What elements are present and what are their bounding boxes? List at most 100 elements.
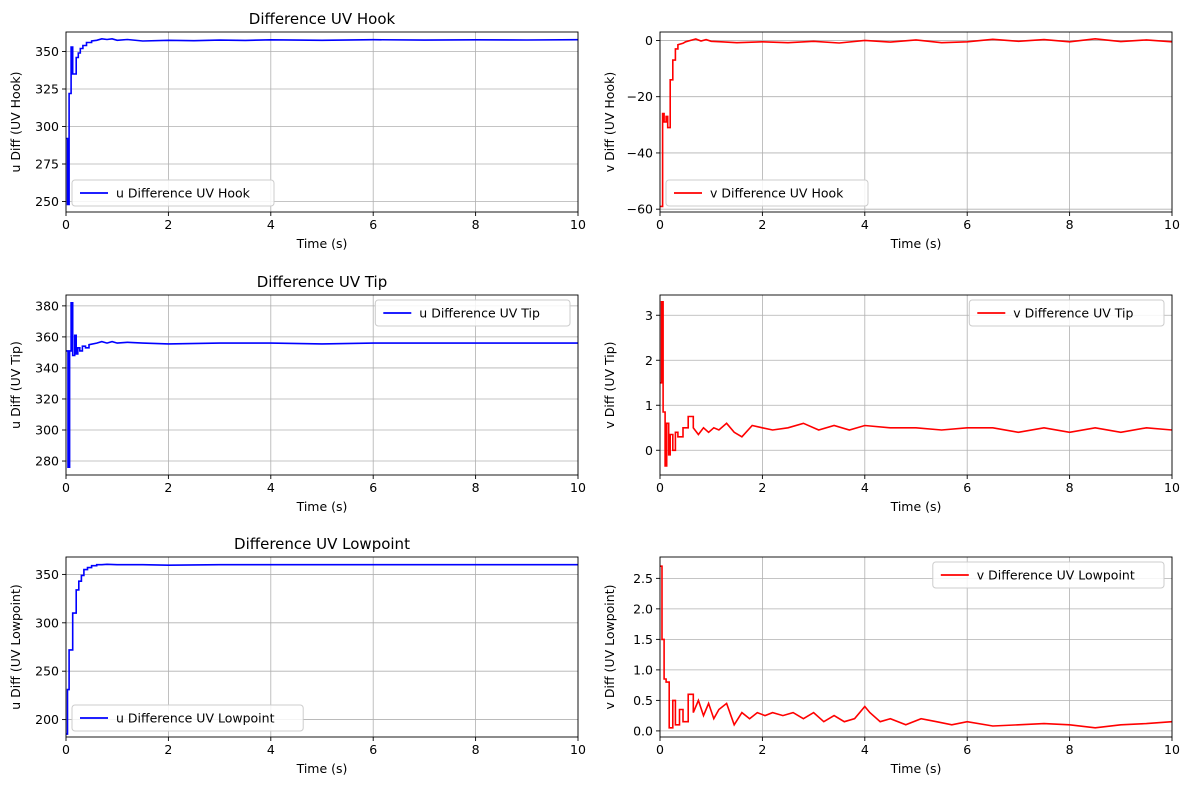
legend: u Difference UV Hook <box>71 179 275 207</box>
y-tick-label: 275 <box>35 157 59 172</box>
x-tick-label: 0 <box>656 742 664 757</box>
legend-label: u Difference UV Hook <box>116 186 251 201</box>
x-axis-label: Time (s) <box>296 499 348 514</box>
x-tick-label: 2 <box>164 742 172 757</box>
y-axis-label: u Diff (UV Tip) <box>8 341 23 429</box>
y-tick-label: 0 <box>645 33 653 48</box>
x-tick-label: 0 <box>62 217 70 232</box>
y-tick-label: 0.0 <box>633 723 653 738</box>
y-tick-label: −60 <box>627 202 653 217</box>
legend: v Difference UV Tip <box>968 299 1165 327</box>
chart-title: Difference UV Lowpoint <box>234 535 410 553</box>
y-tick-label: −20 <box>627 89 653 104</box>
y-tick-label: 2.0 <box>633 601 653 616</box>
y-tick-label: 325 <box>35 82 59 97</box>
y-tick-label: 280 <box>35 454 59 469</box>
y-axis-label: v Diff (UV Hook) <box>602 72 617 172</box>
subplot-2: 0 2 4 6 8 10 −60 −40 −20 0 Time (s) v Diff (UV Hook… <box>602 31 1180 251</box>
x-tick-label: 10 <box>1164 742 1180 757</box>
y-tick-label: −40 <box>627 145 653 160</box>
x-tick-label: 10 <box>1164 217 1180 232</box>
x-tick-label: 8 <box>472 480 480 495</box>
y-tick-label: 2 <box>645 353 653 368</box>
x-axis-label: Time (s) <box>890 499 942 514</box>
x-tick-label: 2 <box>758 480 766 495</box>
x-axis-label: Time (s) <box>890 236 942 251</box>
x-tick-label: 8 <box>472 217 480 232</box>
x-tick-label: 0 <box>62 480 70 495</box>
x-tick-label: 4 <box>267 480 275 495</box>
x-axis-label: Time (s) <box>296 236 348 251</box>
subplot-5: 0 2 4 6 8 10 200 250 300 350 Time (s) u Diff (UV Lo… <box>8 535 586 776</box>
y-tick-label: 300 <box>35 423 59 438</box>
y-tick-label: 340 <box>35 360 59 375</box>
y-tick-label: 350 <box>35 44 59 59</box>
subplot-1: 0 2 4 6 8 10 250 275 300 325 350 Time (s) u Diff (UV… <box>8 10 586 251</box>
x-tick-label: 4 <box>267 217 275 232</box>
plot-frame <box>659 294 1173 476</box>
x-tick-label: 2 <box>164 480 172 495</box>
y-tick-label: 200 <box>35 712 59 727</box>
legend-box <box>665 179 869 207</box>
plot-frame <box>659 556 1173 738</box>
y-tick-label: 250 <box>35 664 59 679</box>
x-tick-label: 6 <box>963 742 971 757</box>
x-tick-label: 2 <box>758 742 766 757</box>
legend-box <box>932 561 1165 589</box>
y-tick-label: 2.5 <box>633 571 653 586</box>
y-tick-label: 380 <box>35 298 59 313</box>
x-axis-label: Time (s) <box>890 761 942 776</box>
y-axis-label: u Diff (UV Lowpoint) <box>8 584 23 710</box>
legend-label: v Difference UV Hook <box>710 186 844 201</box>
x-tick-label: 2 <box>164 217 172 232</box>
plot-frame <box>659 31 1173 213</box>
legend-box <box>71 704 304 732</box>
plot-frame <box>65 294 579 476</box>
legend-label: v Difference UV Lowpoint <box>977 568 1135 583</box>
y-tick-label: 1.0 <box>633 662 653 677</box>
x-tick-label: 8 <box>1066 742 1074 757</box>
legend-box <box>71 179 275 207</box>
x-tick-label: 6 <box>963 480 971 495</box>
series-line-1 <box>66 563 578 735</box>
y-axis-label: u Diff (UV Hook) <box>8 72 23 173</box>
x-tick-label: 8 <box>1066 480 1074 495</box>
x-tick-label: 6 <box>369 480 377 495</box>
legend-box <box>968 299 1165 327</box>
y-tick-label: 1 <box>645 398 653 413</box>
y-tick-label: 3 <box>645 308 653 323</box>
y-tick-label: 250 <box>35 194 59 209</box>
y-tick-label: 300 <box>35 615 59 630</box>
x-tick-label: 4 <box>861 217 869 232</box>
x-tick-label: 0 <box>62 742 70 757</box>
x-tick-label: 6 <box>963 217 971 232</box>
chart-title: Difference UV Hook <box>249 10 396 28</box>
x-tick-label: 8 <box>1066 217 1074 232</box>
y-tick-label: 0 <box>645 443 653 458</box>
y-axis-label: v Diff (UV Tip) <box>602 341 617 428</box>
y-tick-label: 300 <box>35 119 59 134</box>
legend-label: v Difference UV Tip <box>1013 306 1133 321</box>
legend-box <box>374 299 571 327</box>
x-tick-label: 6 <box>369 742 377 757</box>
x-tick-label: 4 <box>267 742 275 757</box>
x-tick-label: 10 <box>1164 480 1180 495</box>
x-tick-label: 0 <box>656 217 664 232</box>
series-line-1 <box>66 301 578 469</box>
x-tick-label: 2 <box>758 217 766 232</box>
x-tick-label: 10 <box>570 217 586 232</box>
x-tick-label: 4 <box>861 742 869 757</box>
legend: u Difference UV Tip <box>374 299 571 327</box>
y-tick-label: 350 <box>35 567 59 582</box>
y-axis-label: v Diff (UV Lowpoint) <box>602 585 617 710</box>
x-tick-label: 10 <box>570 480 586 495</box>
legend: u Difference UV Lowpoint <box>71 704 304 732</box>
legend: v Difference UV Lowpoint <box>932 561 1165 589</box>
chart-title: Difference UV Tip <box>257 273 388 291</box>
x-axis-label: Time (s) <box>296 761 348 776</box>
series-line-1 <box>660 565 1173 729</box>
y-tick-label: 320 <box>35 391 59 406</box>
legend: v Difference UV Hook <box>665 179 869 207</box>
x-tick-label: 4 <box>861 480 869 495</box>
